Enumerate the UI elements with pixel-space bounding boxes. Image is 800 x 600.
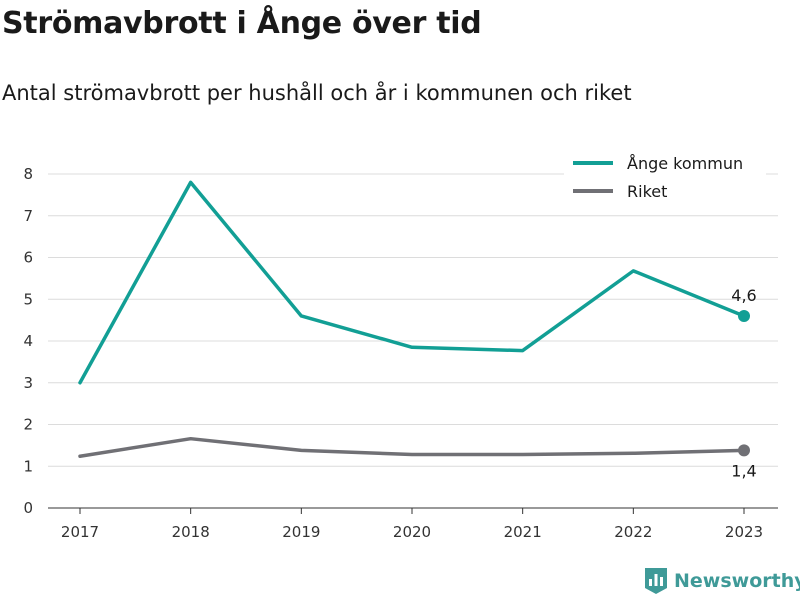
y-axis-ticks: 0 1 2 3 4 5 6 7 8 (23, 165, 33, 517)
x-tick-label: 2020 (393, 523, 431, 541)
y-tick-label: 3 (23, 374, 33, 392)
legend-label: Riket (627, 182, 667, 201)
data-point (411, 346, 414, 349)
y-tick-label: 5 (23, 290, 33, 308)
y-tick-label: 1 (23, 457, 33, 475)
x-tick-label: 2023 (725, 523, 763, 541)
data-point (632, 269, 635, 272)
series-lines: 4,6 1,4 (78, 180, 757, 480)
data-point (300, 314, 303, 317)
end-value-label: 1,4 (731, 461, 756, 480)
series-line-0 (78, 180, 746, 385)
y-tick-label: 2 (23, 416, 33, 434)
y-tick-label: 0 (23, 499, 33, 517)
x-tick-label: 2017 (61, 523, 99, 541)
data-point (521, 349, 524, 352)
end-marker (738, 309, 750, 322)
legend-label: Ånge kommun (627, 154, 743, 173)
chart-title: Strömavbrott i Ånge över tid (2, 6, 482, 41)
gridlines (48, 173, 778, 467)
data-point (521, 453, 524, 456)
legend: Ånge kommun Riket (564, 150, 766, 208)
y-tick-label: 6 (23, 249, 33, 267)
data-point (79, 455, 82, 458)
y-tick-label: 8 (23, 165, 33, 183)
data-point (300, 449, 303, 452)
chart-subtitle: Antal strömavbrott per hushåll och år i … (2, 81, 632, 105)
brand-name: Newsworthy (674, 570, 800, 592)
data-point (632, 452, 635, 455)
brand-logo: Newsworthy (645, 568, 800, 594)
y-tick-label: 7 (23, 207, 33, 225)
x-tick-label: 2019 (282, 523, 320, 541)
data-point (411, 453, 414, 456)
end-marker (738, 444, 750, 457)
end-value-label: 4,6 (731, 286, 756, 305)
data-point (189, 437, 192, 440)
legend-background (564, 150, 766, 208)
newsworthy-logo-icon (645, 568, 667, 594)
x-tick-label: 2022 (614, 523, 652, 541)
data-point (189, 181, 192, 184)
data-point (79, 381, 82, 384)
x-axis: 2017 2018 2019 2020 2021 2022 2023 (48, 507, 778, 541)
series-line-1 (78, 436, 746, 458)
x-tick-label: 2018 (172, 523, 210, 541)
y-tick-label: 4 (23, 332, 33, 350)
x-tick-label: 2021 (504, 523, 542, 541)
